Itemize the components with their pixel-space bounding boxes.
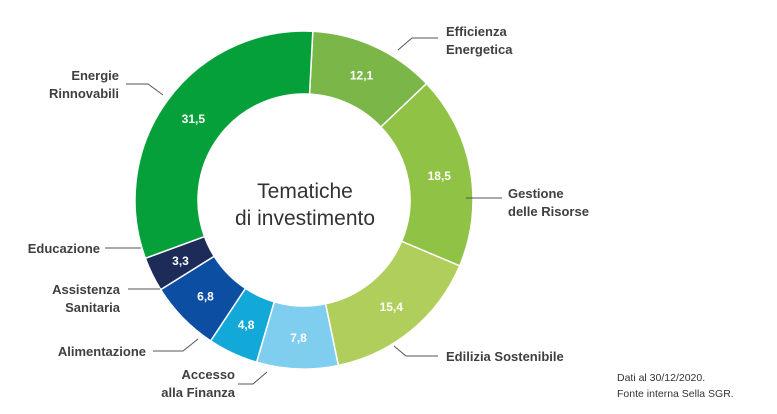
category-label-line: Energetica [446,42,513,57]
source-note-date: Dati al 30/12/2020. [617,372,706,384]
leader-line-energie-rinnovabili [126,83,164,96]
category-label-alimentazione: Alimentazione [20,343,146,361]
slices-group [134,30,474,370]
source-note: Dati al 30/12/2020. Fonte interna Sella … [617,370,734,402]
leader-lines-group [105,37,502,385]
category-label-line: Energie [71,68,119,83]
category-label-edilizia-sostenibile: Edilizia Sostenibile [446,348,564,366]
value-label-energie-rinnovabili: 31,5 [182,112,206,126]
value-label-edilizia-sostenibile: 15,4 [380,300,404,314]
leader-line-edilizia-sostenibile [393,345,438,357]
category-label-line: Edilizia Sostenibile [446,349,564,364]
category-label-line: Assistenza [52,282,120,297]
category-label-accesso-finanza: Accesso alla Finanza [135,366,235,402]
value-label-alimentazione: 4,8 [238,318,255,332]
category-label-line: Sanitaria [65,300,120,315]
category-label-energie-rinnovabili: Energie Rinnovabili [20,67,119,103]
category-label-line: Educazione [27,241,100,256]
category-label-line: alla Finanza [161,385,235,400]
category-label-efficienza-energetica: Efficienza Energetica [446,23,512,59]
source-note-source: Fonte interna Sella SGR. [617,388,734,400]
category-label-line: Gestione [508,186,564,201]
chart-title-line-2: di investimento [234,207,376,230]
value-labels-group: 12,1 18,5 15,4 7,8 4,8 6,8 3,3 31,5 [172,69,451,345]
category-label-line: Alimentazione [57,344,146,359]
category-label-educazione: Educazione [10,240,100,258]
value-label-assistenza-sanitaria: 6,8 [197,289,214,303]
category-label-line: Efficienza [446,24,507,39]
chart-title-line-1: Tematiche [257,180,353,203]
leader-line-accesso-finanza [238,371,268,385]
value-label-gestione-risorse: 18,5 [428,169,452,183]
slice-energie-rinnovabili [134,30,314,260]
value-label-accesso-finanza: 7,8 [290,331,307,345]
category-label-line: Accesso [181,367,235,382]
category-label-assistenza-sanitaria: Assistenza Sanitaria [20,281,120,317]
category-label-gestione-risorse: Gestione delle Risorse [508,185,589,221]
value-label-educazione: 3,3 [172,254,189,268]
category-label-line: Rinnovabili [48,86,119,101]
chart-title: Tematiche di investimento [205,178,405,232]
leader-line-efficienza-energetica [397,37,438,51]
category-label-line: delle Risorse [508,204,589,219]
leader-line-alimentazione [153,338,199,352]
value-label-efficienza-energetica: 12,1 [350,69,374,83]
